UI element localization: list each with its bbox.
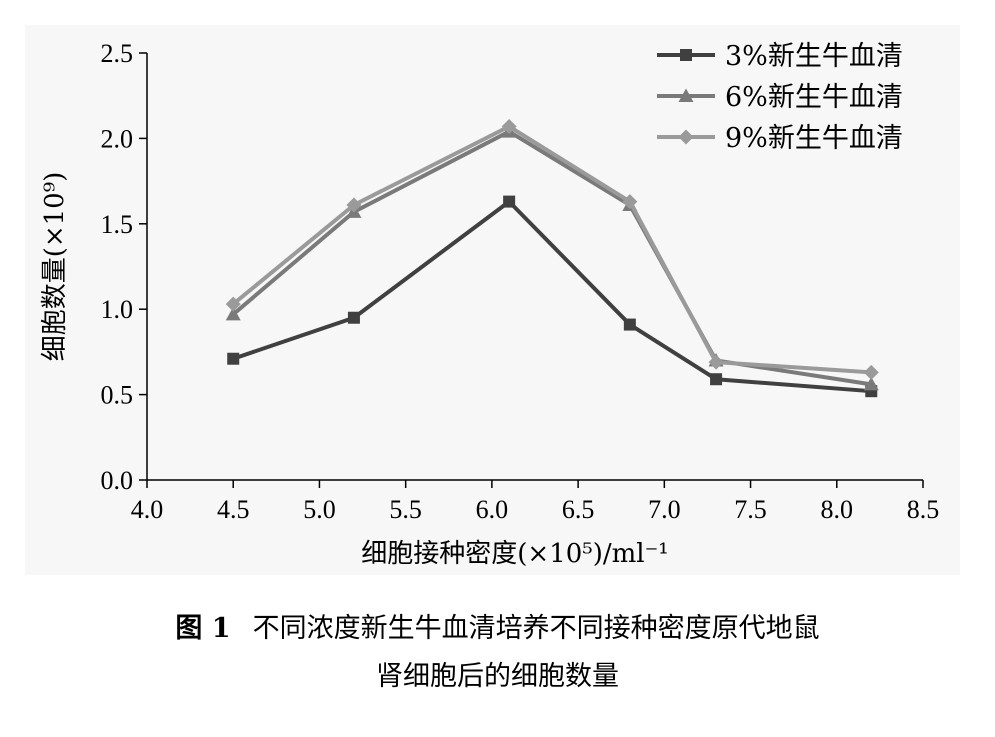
x-tick-label: 5.5 — [389, 495, 422, 524]
x-tick-label: 7.0 — [648, 495, 681, 524]
caption-line-2: 肾细胞后的细胞数量 — [376, 661, 619, 692]
figure-caption: 图 1 不同浓度新生牛血清培养不同接种密度原代地鼠 肾细胞后的细胞数量 — [0, 605, 995, 701]
series-line — [231, 124, 872, 375]
y-tick-label: 1.5 — [101, 210, 134, 239]
data-point — [346, 197, 362, 213]
chart-panel: 0.0 0.5 1.0 1.5 2.0 2.5 4.0 4.5 5.0 5.5 6.0 6.5 7.0 7… — [25, 25, 960, 575]
data-point — [225, 306, 241, 321]
legend-item-2: 6%新生牛血清 — [657, 82, 903, 113]
x-tick-label: 6.0 — [476, 495, 509, 524]
legend-marker — [680, 49, 692, 61]
series-2 — [225, 124, 879, 391]
data-point — [623, 318, 636, 331]
data-point — [708, 354, 724, 370]
series-line — [232, 199, 872, 394]
figure-number: 图 1 — [175, 613, 231, 644]
y-axis-title: 细胞数量(×10⁹) — [40, 172, 70, 362]
data-point — [501, 118, 517, 134]
series-layer — [225, 118, 879, 398]
legend-label: 6%新生牛血清 — [725, 82, 903, 113]
legend-marker — [678, 88, 694, 102]
data-point — [863, 376, 879, 391]
y-tick-label: 0.5 — [101, 381, 134, 410]
y-tick-label: 2.5 — [101, 39, 134, 68]
caption-line-1: 不同浓度新生牛血清培养不同接种密度原代地鼠 — [252, 613, 820, 644]
line-chart: 0.0 0.5 1.0 1.5 2.0 2.5 4.0 4.5 5.0 5.5 6.0 6.5 7.0 7… — [40, 39, 939, 569]
x-axis-title: 细胞接种密度(×10⁵)/ml⁻¹ — [361, 539, 668, 569]
x-tick-label: 5.0 — [303, 495, 336, 524]
x-tick-label: 8.5 — [907, 495, 940, 524]
y-tick-label: 2.0 — [101, 124, 134, 153]
x-tick-label: 6.5 — [562, 495, 595, 524]
legend-label: 3%新生牛血清 — [725, 41, 903, 72]
series-line — [231, 129, 872, 387]
data-point — [503, 195, 516, 208]
axes: 0.0 0.5 1.0 1.5 2.0 2.5 4.0 4.5 5.0 5.5 6.0 6.5 7.0 7… — [40, 39, 939, 569]
x-tick-label: 4.0 — [131, 495, 164, 524]
data-point — [225, 296, 241, 312]
x-tick-label: 8.0 — [821, 495, 854, 524]
legend-marker — [678, 129, 694, 145]
y-tick-label: 1.0 — [101, 295, 134, 324]
x-tick-label: 4.5 — [217, 495, 250, 524]
data-point — [863, 364, 879, 380]
legend: 3%新生牛血清 6%新生牛血清 9%新生牛血清 — [657, 41, 903, 154]
series-3 — [225, 118, 879, 380]
legend-item-3: 9%新生牛血清 — [657, 123, 903, 154]
data-point — [710, 373, 723, 386]
series-1 — [227, 195, 878, 398]
legend-label: 9%新生牛血清 — [725, 123, 903, 154]
data-point — [227, 352, 240, 365]
data-point — [347, 311, 360, 324]
x-tick-label: 7.5 — [734, 495, 767, 524]
y-tick-label: 0.0 — [101, 466, 134, 495]
data-point — [622, 194, 638, 210]
legend-item-1: 3%新生牛血清 — [657, 41, 903, 72]
